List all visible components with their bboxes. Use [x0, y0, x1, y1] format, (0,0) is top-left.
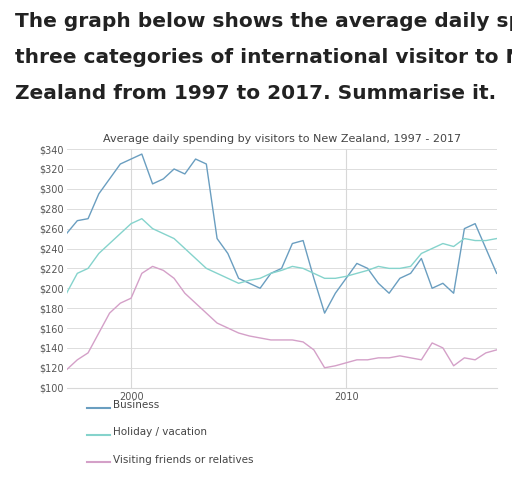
Text: Business: Business [113, 400, 159, 410]
Text: The graph below shows the average daily spend of: The graph below shows the average daily … [15, 12, 512, 31]
Text: three categories of international visitor to New: three categories of international visito… [15, 48, 512, 67]
Title: Average daily spending by visitors to New Zealand, 1997 - 2017: Average daily spending by visitors to Ne… [102, 134, 461, 144]
Text: Zealand from 1997 to 2017. Summarise it.: Zealand from 1997 to 2017. Summarise it. [15, 84, 497, 103]
Text: Holiday / vacation: Holiday / vacation [113, 427, 207, 437]
Text: Visiting friends or relatives: Visiting friends or relatives [113, 455, 253, 465]
